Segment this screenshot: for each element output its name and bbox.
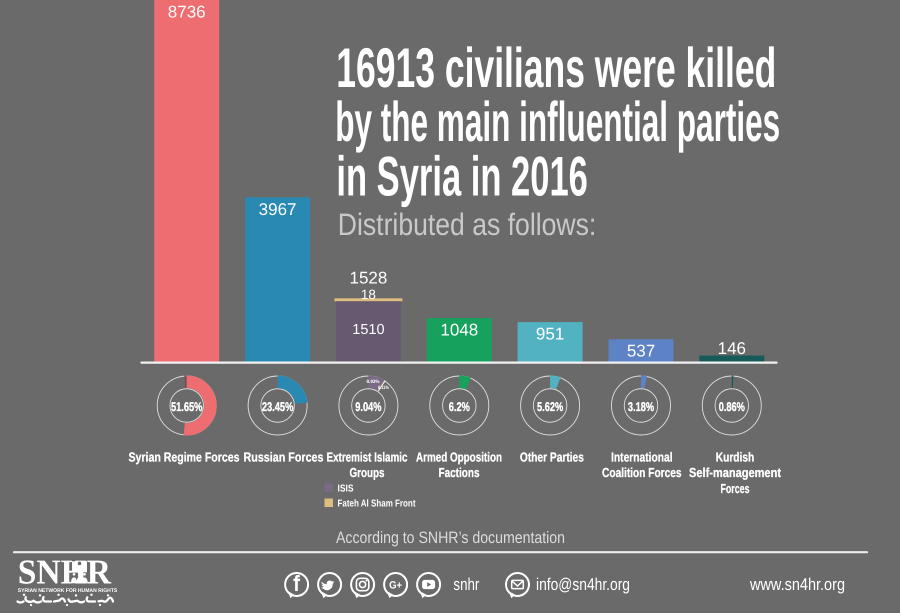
svg-text:1528: 1528 xyxy=(349,268,387,287)
svg-text:8736: 8736 xyxy=(168,2,206,21)
svg-text:ISIS: ISIS xyxy=(338,483,354,494)
svg-text:www.sn4hr.org: www.sn4hr.org xyxy=(749,575,845,594)
svg-text:5.62%: 5.62% xyxy=(537,400,563,414)
svg-text:8.93%: 8.93% xyxy=(367,379,381,385)
svg-text:0.11%: 0.11% xyxy=(378,385,390,391)
svg-text:Groups: Groups xyxy=(350,465,385,480)
svg-text:G+: G+ xyxy=(389,579,402,591)
svg-text:Extremist Islamic: Extremist Islamic xyxy=(327,450,408,465)
svg-text:0.86%: 0.86% xyxy=(719,400,745,414)
svg-text:Coalition Forces: Coalition Forces xyxy=(602,465,682,480)
svg-text:Kurdish: Kurdish xyxy=(716,450,755,465)
svg-text:by the main influential partie: by the main influential parties xyxy=(335,90,780,153)
svg-text:951: 951 xyxy=(536,325,564,344)
svg-text:According to SNHR’s documentat: According to SNHR’s documentation xyxy=(336,529,565,547)
svg-text:1510: 1510 xyxy=(352,322,384,338)
svg-text:Fateh Al Sham Front: Fateh Al Sham Front xyxy=(338,498,417,509)
svg-text:23.45%: 23.45% xyxy=(262,400,294,414)
svg-text:Russian Forces: Russian Forces xyxy=(244,450,324,465)
svg-text:16913 civilians were killed: 16913 civilians were killed xyxy=(336,36,776,99)
svg-text:537: 537 xyxy=(627,341,655,360)
svg-text:Self-management: Self-management xyxy=(689,465,782,480)
svg-text:Armed Opposition: Armed Opposition xyxy=(416,450,502,465)
svg-text:Distributed as follows:: Distributed as follows: xyxy=(338,207,597,242)
svg-text:Factions: Factions xyxy=(439,465,480,480)
svg-text:snhr: snhr xyxy=(453,575,479,594)
svg-text:1048: 1048 xyxy=(440,321,478,340)
svg-text:6.2%: 6.2% xyxy=(449,400,470,414)
svg-text:9.04%: 9.04% xyxy=(355,400,381,414)
svg-text:International: International xyxy=(611,450,673,465)
svg-text:in Syria in 2016: in Syria in 2016 xyxy=(336,144,588,207)
svg-text:SNHR: SNHR xyxy=(18,552,112,591)
svg-text:Syrian Regime Forces: Syrian Regime Forces xyxy=(129,450,240,465)
svg-text:51.65%: 51.65% xyxy=(171,400,203,414)
svg-text:146: 146 xyxy=(718,339,746,358)
svg-text:Other Parties: Other Parties xyxy=(520,450,584,465)
svg-text:3967: 3967 xyxy=(259,200,297,219)
svg-text:info@sn4hr.org: info@sn4hr.org xyxy=(536,575,630,594)
svg-text:3.18%: 3.18% xyxy=(628,400,654,414)
svg-text:18: 18 xyxy=(361,287,376,302)
svg-text:Forces: Forces xyxy=(721,481,750,496)
svg-text:SYRIAN NETWORK FOR HUMAN RIGHT: SYRIAN NETWORK FOR HUMAN RIGHTS xyxy=(18,588,118,594)
